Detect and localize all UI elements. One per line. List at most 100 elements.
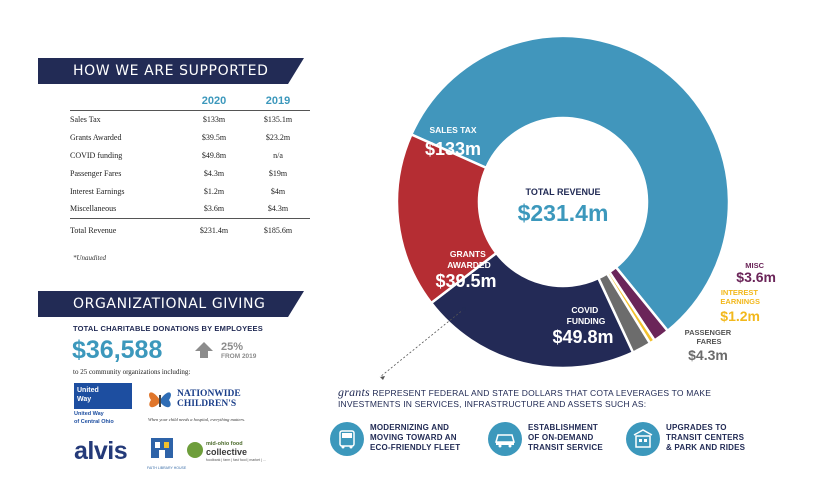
faith-library-house-logo: FAITH LIBRARY HOUSE (147, 436, 186, 470)
donations-label: TOTAL CHARITABLE DONATIONS BY EMPLOYEES (73, 324, 263, 333)
total-row: Total Revenue $231.4m $185.6m (70, 217, 310, 242)
united-way-logo: United Way United Way of Central Ohio (74, 383, 132, 425)
row-label: Passenger Fares (70, 168, 122, 178)
grants-description: REPRESENT FEDERAL AND STATE DOLLARS THAT… (338, 388, 712, 409)
row-label: Interest Earnings (70, 186, 125, 196)
table-row: COVID funding $49.8m n/a (70, 146, 310, 164)
donut-slice-sales-tax (409, 34, 731, 333)
mof-line1: mid-ohio food (206, 441, 243, 447)
butterfly-icon (149, 392, 171, 408)
covid-label-line1: COVID (571, 305, 598, 315)
change-reference: FROM 2019 (221, 353, 257, 360)
feature-on-demand-line2: OF ON-DEMAND (528, 433, 594, 442)
feature-transit-centers-line3: & PARK AND RIDES (666, 443, 746, 452)
table-row: Sales Tax $133m $135.1m (70, 110, 310, 128)
feature-transit-centers-line2: TRANSIT CENTERS (666, 433, 745, 442)
grants-leader-dot (462, 307, 466, 311)
change-percent: 25% (221, 341, 244, 353)
fls-caption: FAITH LIBRARY HOUSE (147, 466, 187, 470)
up-arrow-icon (195, 342, 213, 351)
childrens-word: CHILDREN'S (177, 399, 237, 409)
slice-value-interest: $1.2m (720, 308, 760, 324)
slice-label-covid: COVID FUNDING (567, 305, 606, 326)
value-2020: $4.3m (203, 168, 225, 178)
slice-label-interest: INTEREST EARNINGS (720, 288, 760, 306)
mof-circle-icon (187, 442, 203, 458)
united-way-sub2: of Central Ohio (74, 419, 114, 425)
alvis-logo: alvis (74, 437, 128, 465)
value-2019: $4.3m (267, 204, 289, 214)
fares-label-line1: PASSENGER (685, 328, 732, 337)
value-2019: n/a (273, 150, 283, 160)
value-2020: $39.5m (201, 132, 227, 142)
value-2020: $3.6m (203, 204, 225, 214)
feature-transit-centers-line1: UPGRADES TO (666, 423, 727, 432)
center-value: $231.4m (518, 200, 609, 226)
grants-label-line1: GRANTS (450, 249, 486, 259)
row-label: Sales Tax (70, 114, 101, 124)
table-row: Grants Awarded $39.5m $23.2m (70, 128, 310, 146)
value-2019: $135.1m (263, 114, 293, 124)
van-icon (488, 422, 522, 456)
value-2019: $4m (270, 186, 286, 196)
table-row: Miscellaneous $3.6m $4.3m (70, 200, 310, 218)
donut-slice-grants-awarded (395, 132, 499, 305)
donut-slice-covid-funding (429, 251, 635, 370)
unaudited-footnote: *Unaudited (73, 254, 107, 262)
grants-word: grants (338, 385, 370, 399)
united-way-word1: United (77, 387, 99, 394)
grants-leader-line (379, 308, 465, 378)
value-2020: $1.2m (203, 186, 225, 196)
slice-value-sales-tax: $133m (425, 139, 481, 159)
giving-heading: ORGANIZATIONAL GIVING (38, 291, 304, 317)
transit-center-icon (626, 422, 660, 456)
building-icon (151, 438, 173, 458)
revenue-table: 2020 2019 Sales Tax $133m $135.1m Grants… (70, 92, 310, 242)
nationwide-childrens-logo: NATIONWIDE CHILDREN'S When your child ne… (145, 385, 255, 425)
slice-value-fares: $4.3m (688, 347, 728, 363)
grants-label-line2: AWARDED (447, 260, 490, 270)
total-2020: $231.4m (182, 217, 246, 242)
covid-label-line2: FUNDING (567, 316, 606, 326)
up-arrow-stem (200, 350, 208, 358)
mof-line3: foodbank | farm | fast food | market | .… (206, 458, 266, 462)
feature-fleet-line1: MODERNIZING AND (370, 423, 450, 432)
nationwide-word: NATIONWIDE (177, 389, 241, 399)
bus-icon (330, 422, 364, 456)
total-2019: $185.6m (246, 217, 310, 242)
table-row: Passenger Fares $4.3m $19m (70, 164, 310, 182)
united-way-sub1: United Way (74, 411, 104, 417)
interest-label-line2: EARNINGS (720, 297, 760, 306)
slice-label-fares: PASSENGER FARES (685, 328, 734, 346)
table-row: Interest Earnings $1.2m $4m (70, 182, 310, 200)
center-label: TOTAL REVENUE (525, 187, 600, 197)
feature-fleet-line3: ECO-FRIENDLY FLEET (370, 443, 461, 452)
interest-label-line1: INTEREST (721, 288, 759, 297)
nationwide-tagline: When your child needs a hospital, everyt… (148, 417, 246, 422)
value-2020: $49.8m (201, 150, 227, 160)
slice-value-misc: $3.6m (736, 269, 776, 285)
value-2019: $19m (268, 168, 288, 178)
slice-value-covid: $49.8m (552, 327, 613, 347)
feature-on-demand-line3: TRANSIT SERVICE (528, 443, 603, 452)
feature-on-demand-line1: ESTABLISHMENT (528, 423, 599, 432)
slice-label-grants: GRANTS AWARDED (447, 249, 490, 270)
row-label: COVID funding (70, 150, 123, 160)
feature-fleet-line2: MOVING TOWARD AN (370, 433, 457, 442)
slice-label-misc: MISC (745, 261, 764, 270)
value-2019: $23.2m (265, 132, 291, 142)
grants-note: grants REPRESENT FEDERAL AND STATE DOLLA… (338, 385, 738, 410)
col-2019-header: 2019 (246, 92, 310, 111)
fares-label-line2: FARES (696, 337, 721, 346)
mof-line2: collective (206, 447, 248, 457)
organizations-text: to 25 community organizations including: (73, 368, 191, 376)
united-way-word2: Way (77, 396, 92, 403)
col-2020-header: 2020 (182, 92, 246, 111)
total-label: Total Revenue (70, 217, 182, 242)
mid-ohio-food-collective-logo: mid-ohio food collective foodbank | farm… (187, 440, 267, 464)
slice-value-grants: $39.5m (435, 271, 496, 291)
donations-amount: $36,588 (72, 336, 163, 364)
slice-label-sales-tax: SALES TAX (429, 125, 476, 135)
row-label: Miscellaneous (70, 204, 117, 214)
